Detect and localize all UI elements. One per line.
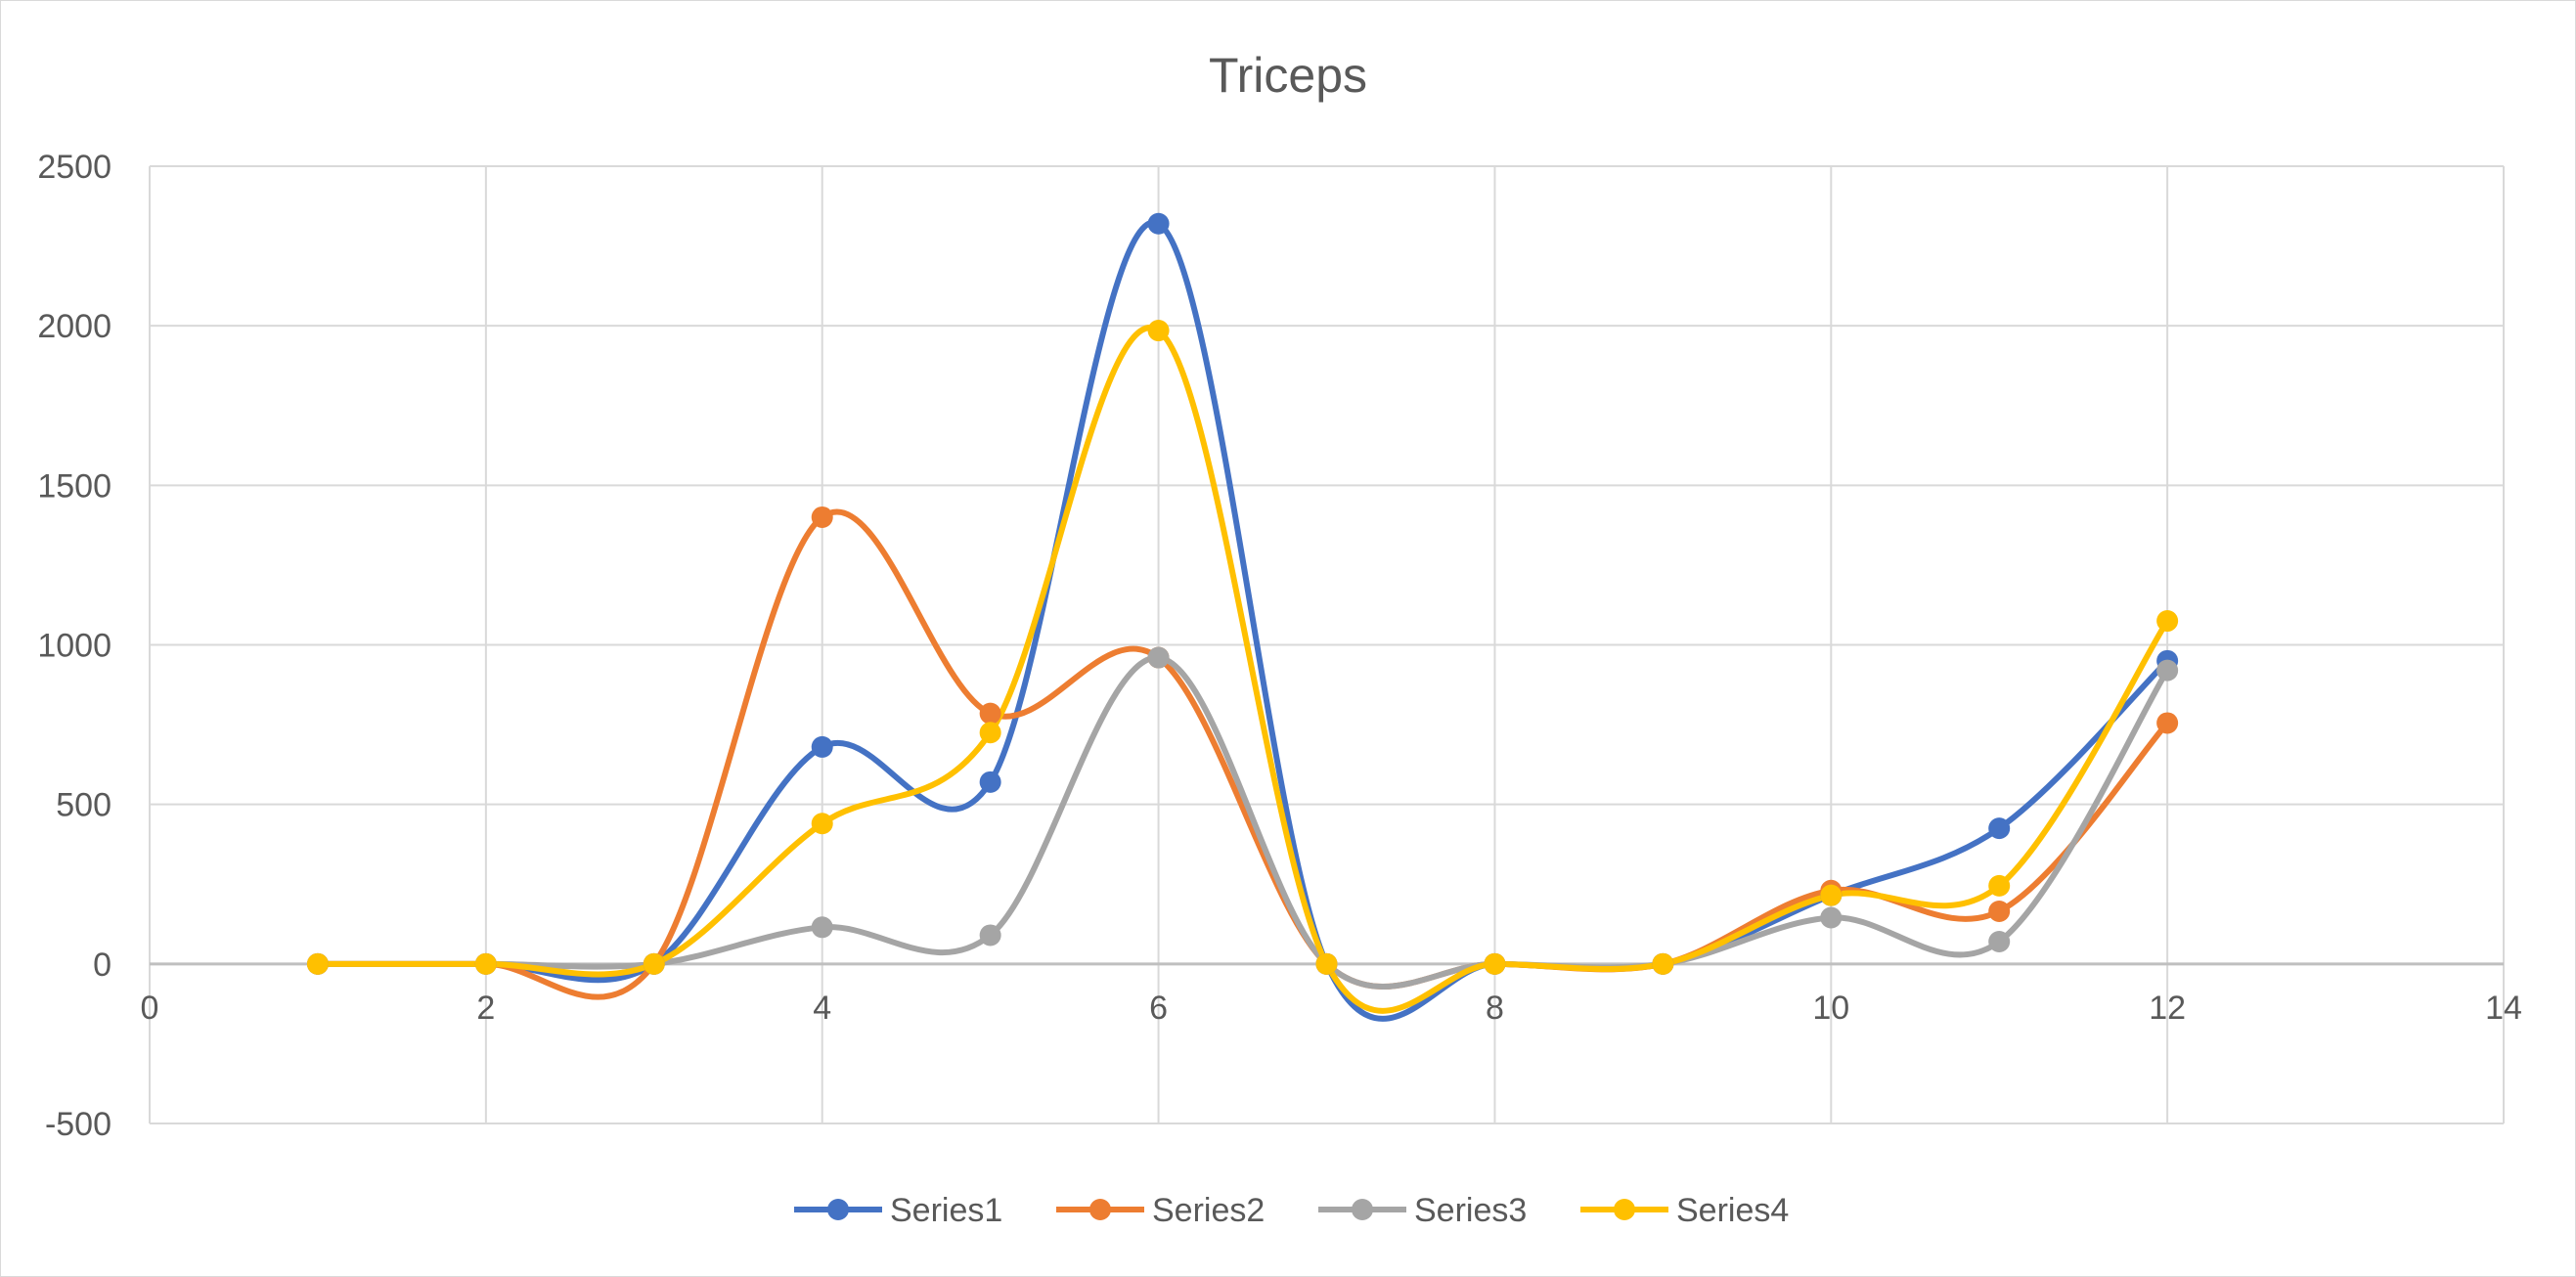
data-point-series3 <box>2156 659 2179 682</box>
data-point-series2 <box>2156 712 2179 734</box>
data-point-series3 <box>1147 646 1170 669</box>
data-point-series4 <box>2156 610 2179 633</box>
legend-swatch-marker <box>1352 1199 1373 1220</box>
x-tick-label: 2 <box>476 990 495 1027</box>
data-point-series3 <box>1820 906 1843 929</box>
y-tick-label: 0 <box>93 947 111 984</box>
data-point-series4 <box>306 952 329 975</box>
data-point-series4 <box>1147 320 1170 342</box>
data-point-series1 <box>1988 817 2011 840</box>
x-tick-label: 4 <box>813 990 831 1027</box>
chart-title: Triceps <box>1209 48 1367 103</box>
legend-swatch-marker <box>1614 1199 1635 1220</box>
data-point-series1 <box>979 771 1001 793</box>
legend-label: Series4 <box>1676 1192 1789 1229</box>
y-tick-label: 1500 <box>37 467 111 505</box>
data-point-series4 <box>1988 874 2011 897</box>
data-point-series1 <box>1147 212 1170 235</box>
series-line-series4 <box>314 325 2171 1014</box>
y-tick-label: -500 <box>45 1106 111 1143</box>
data-point-series4 <box>979 722 1001 744</box>
x-tick-label: 12 <box>2149 990 2186 1027</box>
data-point-series2 <box>1988 900 2011 922</box>
legend-label: Series2 <box>1152 1192 1265 1229</box>
data-point-series3 <box>1988 930 2011 952</box>
x-tick-label: 10 <box>1812 990 1849 1027</box>
x-tick-label: 14 <box>2485 990 2522 1027</box>
legend-swatch-marker <box>827 1199 849 1220</box>
legend-swatch-marker <box>1089 1199 1111 1220</box>
data-point-series4 <box>1652 952 1674 975</box>
data-point-series4 <box>1484 952 1506 975</box>
data-point-series4 <box>474 952 497 975</box>
y-tick-label: 2500 <box>37 149 111 186</box>
data-point-series1 <box>811 735 833 758</box>
x-tick-label: 0 <box>141 990 159 1027</box>
data-point-series4 <box>1315 952 1338 975</box>
legend-label: Series1 <box>890 1192 1002 1229</box>
series-points <box>306 212 2179 975</box>
data-point-series3 <box>811 916 833 939</box>
y-tick-label: 500 <box>56 787 111 824</box>
data-point-series4 <box>811 813 833 835</box>
legend-label: Series3 <box>1414 1192 1527 1229</box>
series-lines <box>314 219 2171 1022</box>
x-tick-label: 8 <box>1486 990 1504 1027</box>
y-tick-label: 1000 <box>37 628 111 665</box>
series-line-series3 <box>314 654 2171 991</box>
x-tick-label: 6 <box>1149 990 1168 1027</box>
legend: Series1 Series2 Series3 Series4 <box>794 1192 1789 1229</box>
series-line-series2 <box>314 508 2171 1000</box>
data-point-series2 <box>811 506 833 528</box>
data-point-series3 <box>979 924 1001 947</box>
data-point-series2 <box>979 702 1001 725</box>
data-point-series4 <box>643 952 665 975</box>
y-tick-label: 2000 <box>37 308 111 345</box>
data-point-series4 <box>1820 884 1843 906</box>
